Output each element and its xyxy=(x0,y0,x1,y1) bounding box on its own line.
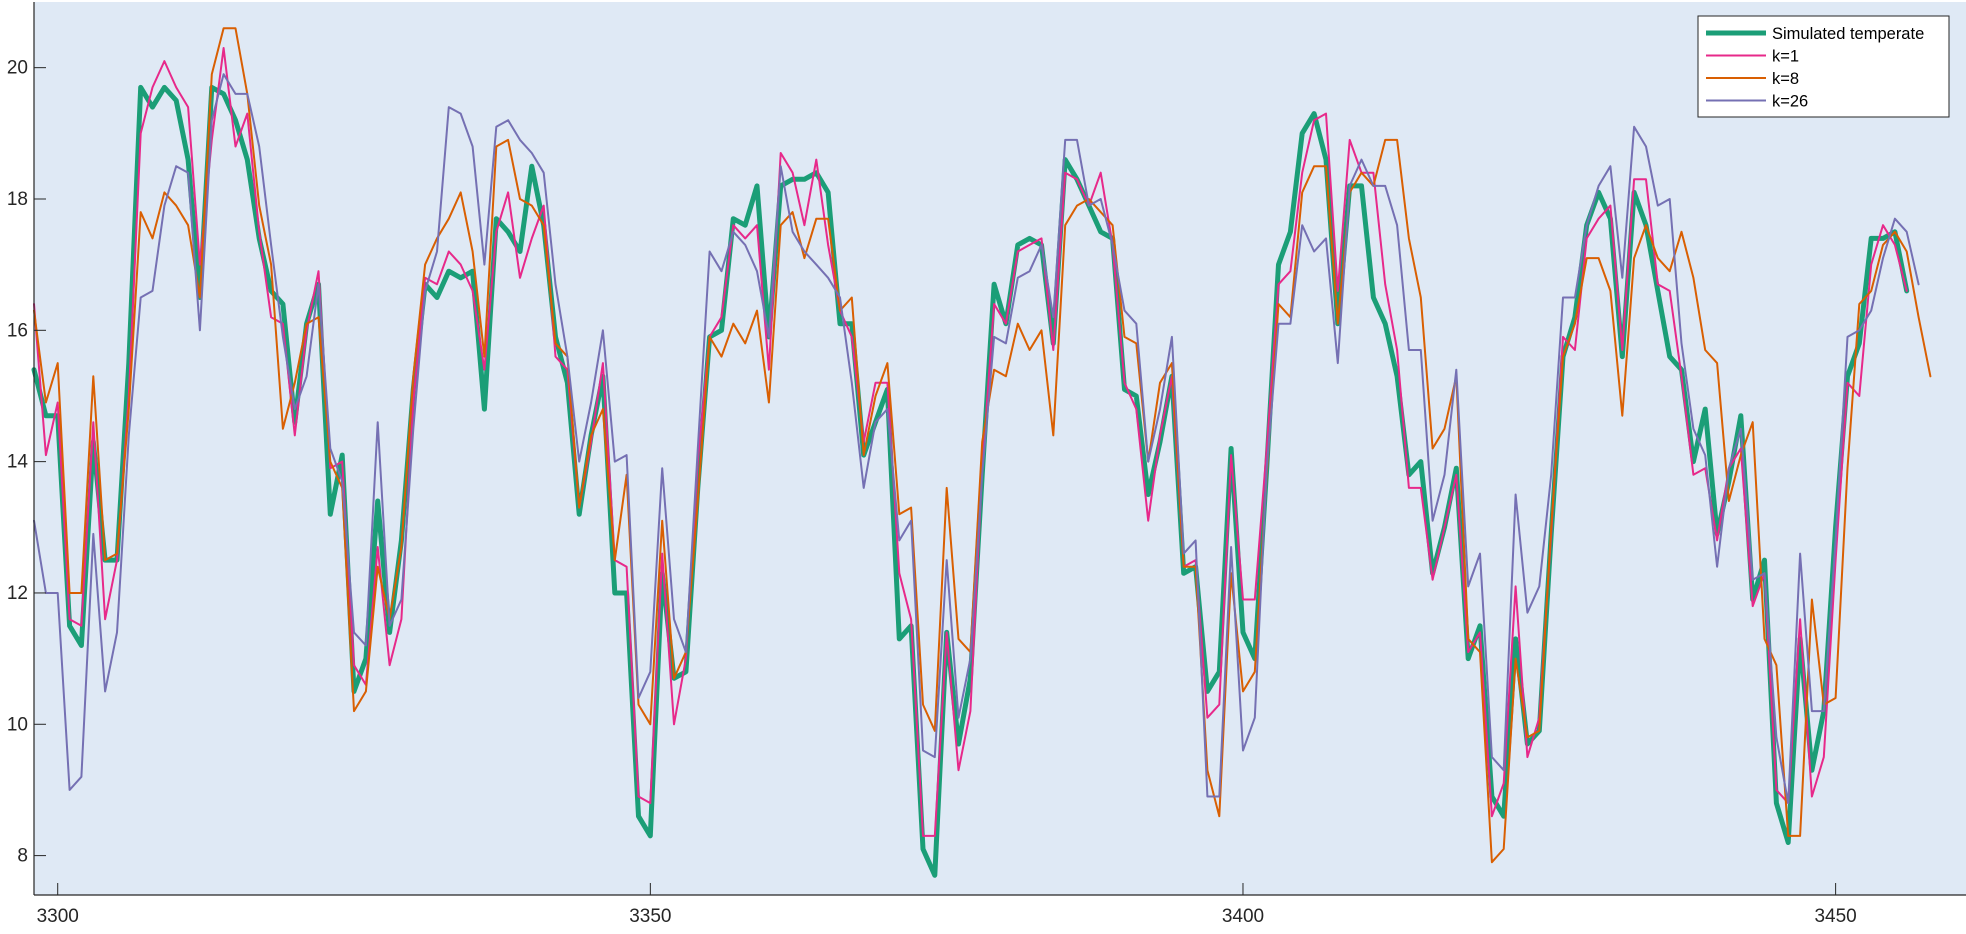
x-tick-label: 3350 xyxy=(629,906,671,927)
y-tick-label: 12 xyxy=(7,583,28,604)
y-tick-label: 14 xyxy=(7,452,29,473)
legend: Simulated temperate k=1 k=8 k=26 xyxy=(1697,15,1950,118)
legend-label-simulated-temperate: Simulated temperate xyxy=(1772,25,1924,43)
x-tick-label: 3300 xyxy=(37,906,79,927)
y-tick-label: 16 xyxy=(7,320,28,341)
series-line-k-8 xyxy=(33,27,1932,864)
legend-label-k-8: k=8 xyxy=(1772,70,1799,88)
axis-layer: 8 10 12 14 16 18 20 3300 3350 3400 3450 xyxy=(7,2,1966,927)
legend-label-k-1: k=1 xyxy=(1772,48,1799,66)
legend-label-k-26: k=26 xyxy=(1772,93,1808,111)
plot-background xyxy=(34,2,1966,895)
x-tick-label: 3450 xyxy=(1814,906,1856,927)
y-tick-label: 10 xyxy=(7,714,28,735)
y-tick-label: 8 xyxy=(17,846,28,867)
series-layer xyxy=(31,27,1932,878)
y-tick-label: 18 xyxy=(7,189,28,210)
y-tick-label: 20 xyxy=(7,58,28,79)
series-line-k-26 xyxy=(33,73,1920,805)
x-tick-label: 3400 xyxy=(1222,906,1264,927)
